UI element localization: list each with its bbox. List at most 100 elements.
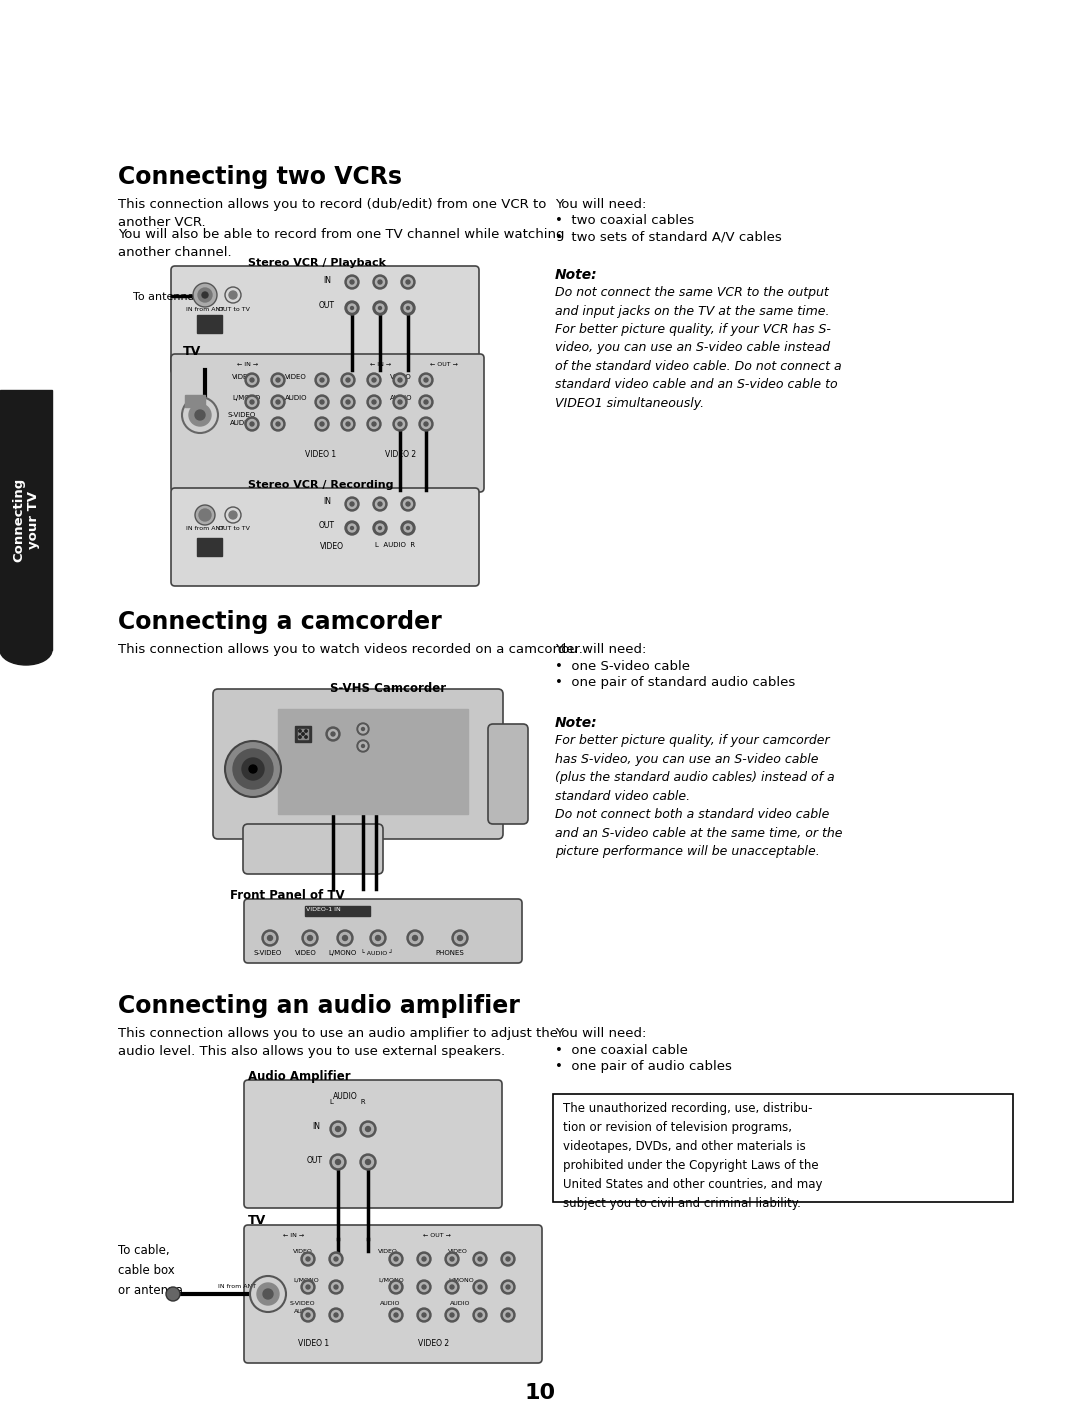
Circle shape	[419, 374, 433, 386]
Circle shape	[503, 1255, 513, 1263]
Circle shape	[306, 1256, 310, 1261]
Text: •  one pair of audio cables: • one pair of audio cables	[555, 1060, 732, 1072]
Circle shape	[360, 1154, 376, 1169]
Circle shape	[348, 499, 356, 509]
Text: VIDEO: VIDEO	[295, 950, 316, 955]
Text: Front Panel of TV: Front Panel of TV	[230, 888, 345, 903]
Circle shape	[195, 505, 215, 525]
Circle shape	[329, 1252, 343, 1266]
Circle shape	[245, 395, 259, 409]
Text: L            R: L R	[330, 1099, 366, 1105]
Text: IN: IN	[312, 1122, 320, 1131]
Circle shape	[475, 1310, 485, 1319]
Circle shape	[376, 304, 384, 312]
Circle shape	[404, 499, 413, 509]
Text: IN: IN	[323, 277, 330, 285]
Bar	[295, 726, 311, 742]
Circle shape	[332, 1282, 340, 1292]
Circle shape	[419, 1282, 429, 1292]
Text: VIDEO: VIDEO	[293, 1249, 313, 1253]
Text: S-VHS Camcorder: S-VHS Camcorder	[330, 682, 446, 694]
Circle shape	[303, 1310, 312, 1319]
Circle shape	[376, 278, 384, 287]
Circle shape	[273, 419, 283, 428]
Circle shape	[389, 1308, 403, 1322]
Circle shape	[395, 419, 405, 428]
Circle shape	[326, 727, 340, 742]
Text: This connection allows you to use an audio amplifier to adjust the
audio level. : This connection allows you to use an aud…	[118, 1027, 558, 1058]
Text: L  AUDIO  R: L AUDIO R	[375, 542, 415, 548]
Text: You will need:: You will need:	[555, 198, 646, 211]
Text: •  one pair of standard audio cables: • one pair of standard audio cables	[555, 676, 795, 689]
Circle shape	[343, 398, 352, 406]
Circle shape	[362, 744, 365, 747]
Circle shape	[346, 378, 350, 382]
Text: AUDIO: AUDIO	[390, 395, 413, 401]
Circle shape	[447, 1282, 457, 1292]
Circle shape	[501, 1281, 515, 1293]
Text: L/MONO: L/MONO	[378, 1278, 404, 1282]
Circle shape	[330, 1154, 346, 1169]
Circle shape	[419, 1255, 429, 1263]
Circle shape	[341, 374, 355, 386]
Circle shape	[503, 1310, 513, 1319]
Circle shape	[271, 395, 285, 409]
Circle shape	[406, 502, 410, 506]
Text: This connection allows you to record (dub/edit) from one VCR to
another VCR.: This connection allows you to record (du…	[118, 198, 546, 230]
Text: You will also be able to record from one TV channel while watching
another chann: You will also be able to record from one…	[118, 228, 565, 260]
Text: ← IN →: ← IN →	[237, 362, 258, 366]
Circle shape	[406, 526, 409, 529]
Text: This connection allows you to watch videos recorded on a camcorder.: This connection allows you to watch vide…	[118, 643, 583, 656]
Text: L/MONO: L/MONO	[293, 1278, 319, 1282]
Text: IN: IN	[323, 498, 330, 506]
Circle shape	[332, 1310, 340, 1319]
Circle shape	[265, 933, 275, 944]
Text: Connecting two VCRs: Connecting two VCRs	[118, 165, 402, 190]
Ellipse shape	[0, 635, 52, 665]
Circle shape	[315, 374, 329, 386]
Circle shape	[343, 419, 352, 428]
Text: Stereo VCR / Playback: Stereo VCR / Playback	[248, 258, 386, 268]
Circle shape	[401, 301, 415, 315]
Circle shape	[318, 398, 326, 406]
Circle shape	[198, 288, 212, 302]
Circle shape	[421, 398, 431, 406]
Circle shape	[249, 764, 257, 773]
Text: Note:: Note:	[555, 716, 597, 730]
Circle shape	[346, 422, 350, 426]
Text: S-VIDEO: S-VIDEO	[296, 719, 324, 724]
Circle shape	[299, 736, 301, 739]
Text: •  one S-video cable: • one S-video cable	[555, 660, 690, 673]
Text: •  two sets of standard A/V cables: • two sets of standard A/V cables	[555, 230, 782, 242]
Circle shape	[362, 727, 365, 730]
Bar	[553, 1094, 1013, 1202]
Circle shape	[478, 1285, 482, 1289]
Text: AUDIO: AUDIO	[230, 421, 253, 426]
Circle shape	[475, 1255, 485, 1263]
Text: VIDEO 1: VIDEO 1	[305, 451, 336, 459]
FancyBboxPatch shape	[171, 488, 480, 586]
Circle shape	[342, 935, 348, 941]
Text: L/MONO: L/MONO	[328, 950, 356, 955]
Text: For better picture quality, if your camcorder
has S-video, you can use an S-vide: For better picture quality, if your camc…	[555, 734, 842, 858]
Circle shape	[401, 275, 415, 289]
Text: S-VIDEO: S-VIDEO	[291, 1301, 315, 1306]
Text: •  two coaxial cables: • two coaxial cables	[555, 214, 694, 227]
Circle shape	[315, 416, 329, 431]
Circle shape	[328, 730, 337, 739]
Text: S-VIDEO: S-VIDEO	[227, 412, 255, 418]
Circle shape	[406, 279, 410, 284]
Text: — OUT —: — OUT —	[283, 759, 316, 764]
Bar	[298, 729, 308, 739]
Circle shape	[394, 1313, 399, 1318]
Circle shape	[271, 416, 285, 431]
Circle shape	[345, 498, 359, 511]
Circle shape	[306, 1285, 310, 1289]
Circle shape	[389, 1281, 403, 1293]
Circle shape	[422, 1256, 426, 1261]
Text: Connecting
your TV: Connecting your TV	[12, 478, 40, 562]
Text: 10: 10	[525, 1383, 555, 1403]
Circle shape	[406, 307, 409, 309]
Circle shape	[245, 374, 259, 386]
Text: VIDEO: VIDEO	[390, 374, 411, 379]
